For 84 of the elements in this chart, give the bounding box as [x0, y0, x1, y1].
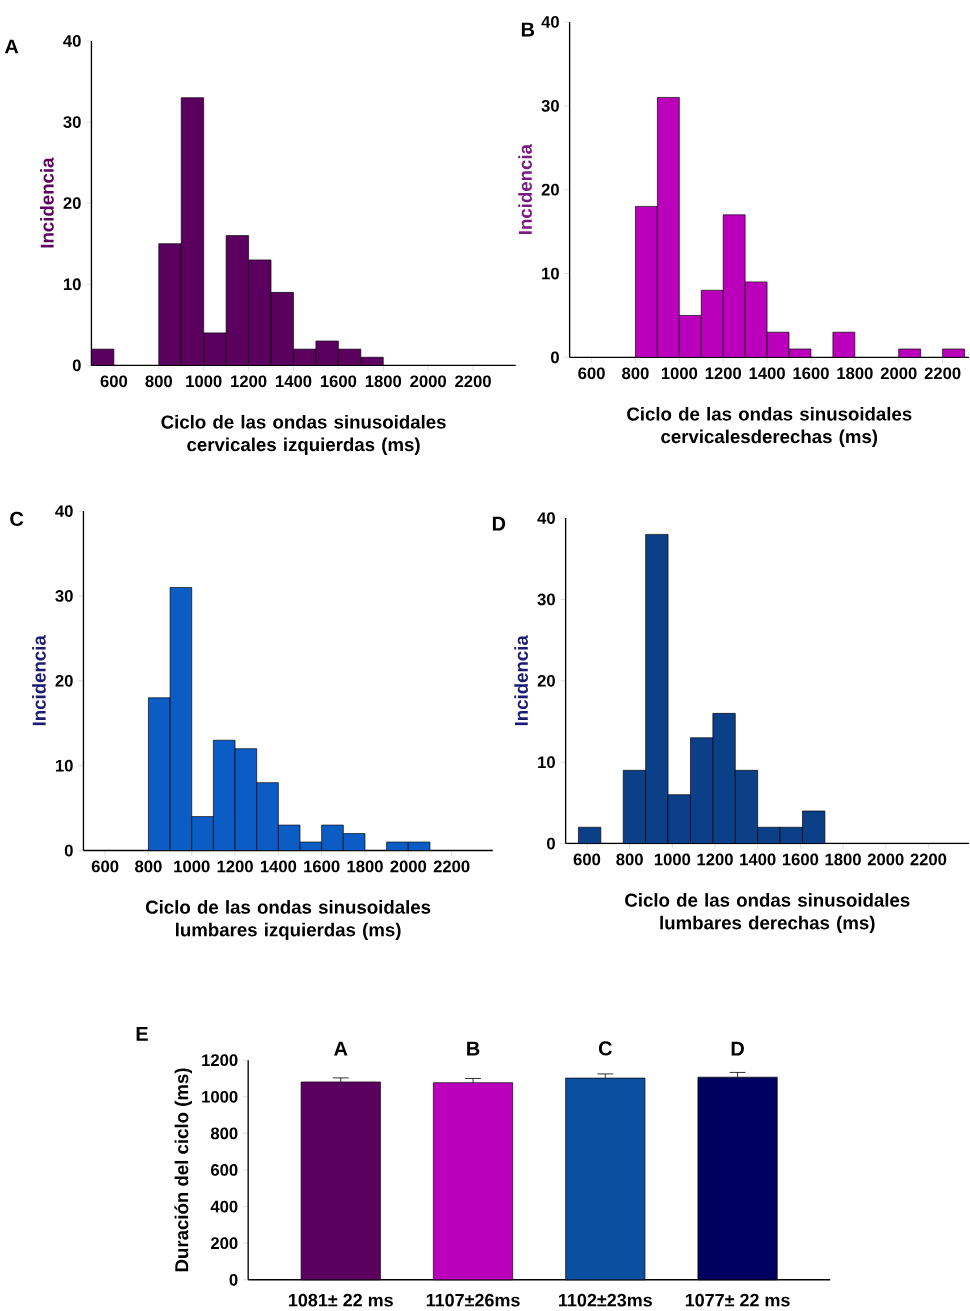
x-tick-label: 1000 [174, 860, 210, 873]
chart-title: A [4, 39, 19, 54]
x-tick-label: 800 [622, 367, 649, 380]
y-tick-label: 10 [542, 267, 559, 280]
chart-title: E [136, 1026, 148, 1041]
y-tick-label: 1200 [202, 1054, 238, 1067]
y-tick-label: 20 [55, 674, 73, 687]
y-tick-label: 40 [537, 512, 555, 524]
y-tick-label: 20 [63, 197, 81, 210]
x-tick-label: 1081± 22 ms [289, 1293, 393, 1307]
x-tick-label: 1800 [837, 367, 873, 380]
x-tick-label: 1800 [825, 853, 861, 866]
x-tick-label: 1400 [740, 853, 776, 866]
x-tick-label: 1400 [276, 375, 312, 388]
x-tick-label: 1800 [365, 375, 402, 388]
y-axis-title: Incidencia [514, 635, 528, 726]
x-tick-label: 2000 [880, 367, 917, 380]
x-tick-label: 1600 [793, 367, 829, 380]
x-tick-label: 1000 [654, 853, 691, 866]
text: C [598, 1041, 612, 1056]
y-tick-label: 0 [229, 1273, 238, 1286]
x-tick-label: 1000 [186, 375, 222, 388]
y-tick-label: 40 [63, 35, 81, 47]
x-tick-label: 1200 [705, 367, 742, 380]
x-axis-title: Ciclo de las ondas sinusoidales lumbares izquierdas (ms) [146, 900, 431, 941]
x-tick-label: 600 [100, 375, 128, 388]
x-tick-label: 1400 [260, 860, 297, 873]
y-axis-title: Incidencia [40, 157, 54, 248]
y-tick-label: 0 [64, 844, 73, 857]
y-tick-label: 20 [541, 183, 559, 196]
text: D [731, 1041, 744, 1056]
y-tick-label: 10 [538, 756, 555, 769]
x-tick-label: 600 [578, 367, 605, 380]
x-tick-label: 2000 [410, 375, 447, 388]
x-tick-label: 1077± 22 ms [685, 1293, 790, 1307]
x-tick-label: 600 [91, 860, 119, 873]
y-tick-label: 600 [211, 1164, 238, 1176]
x-tick-label: 2200 [924, 367, 961, 380]
x-tick-label: 2000 [390, 860, 427, 873]
x-tick-label: 1800 [347, 860, 383, 873]
y-tick-label: 0 [547, 837, 555, 850]
x-tick-label: 1000 [661, 367, 698, 380]
y-tick-label: 0 [72, 359, 81, 372]
y-tick-label: 400 [210, 1200, 238, 1213]
x-tick-label: 1200 [231, 375, 267, 388]
y-tick-label: 30 [541, 99, 559, 112]
x-tick-label: 1107±26ms [426, 1293, 520, 1307]
y-tick-label: 20 [537, 674, 555, 687]
text: A [334, 1041, 348, 1056]
chart-title: D [492, 516, 506, 531]
y-tick-label: 40 [55, 505, 73, 517]
x-tick-label: 600 [573, 853, 601, 866]
x-tick-label: 1600 [304, 860, 340, 873]
y-axis-title: Incidencia [518, 143, 532, 234]
y-tick-label: 30 [55, 590, 73, 602]
y-tick-label: 30 [537, 593, 555, 606]
chart-title: C [10, 511, 24, 526]
x-tick-label: 800 [135, 860, 162, 873]
x-tick-label: 1200 [697, 853, 733, 866]
text: B [467, 1041, 480, 1056]
y-tick-label: 800 [210, 1127, 238, 1140]
y-axis-title: Incidencia [32, 635, 46, 726]
y-tick-label: 1000 [202, 1090, 238, 1103]
y-axis-title: Duración del ciclo (ms) [174, 1068, 193, 1272]
x-axis-title: Ciclo de las ondas sinusoidales lumbares derechas (ms) [625, 893, 910, 934]
x-tick-label: 2000 [867, 853, 904, 866]
x-tick-label: 1102±23ms [559, 1293, 652, 1307]
x-axis-title: Ciclo de las ondas sinusoidales cervicalesderechas (ms) [627, 406, 912, 447]
y-tick-label: 0 [551, 351, 559, 364]
x-tick-label: 800 [145, 375, 173, 388]
x-tick-label: 1600 [782, 853, 819, 866]
x-axis-title: Ciclo de las ondas sinusoidales cervicales izquierdas (ms) [161, 414, 446, 455]
x-tick-label: 1600 [320, 375, 357, 388]
y-tick-label: 40 [541, 16, 559, 28]
x-tick-label: 2200 [433, 860, 470, 873]
x-tick-label: 2200 [910, 853, 947, 866]
chart-title: B [521, 22, 535, 37]
x-tick-label: 2200 [455, 375, 491, 388]
x-tick-label: 800 [616, 853, 643, 866]
y-tick-label: 30 [63, 116, 81, 128]
y-tick-label: 200 [211, 1237, 238, 1250]
x-tick-label: 1400 [749, 367, 785, 380]
y-tick-label: 10 [55, 759, 73, 772]
y-tick-label: 10 [63, 278, 81, 291]
